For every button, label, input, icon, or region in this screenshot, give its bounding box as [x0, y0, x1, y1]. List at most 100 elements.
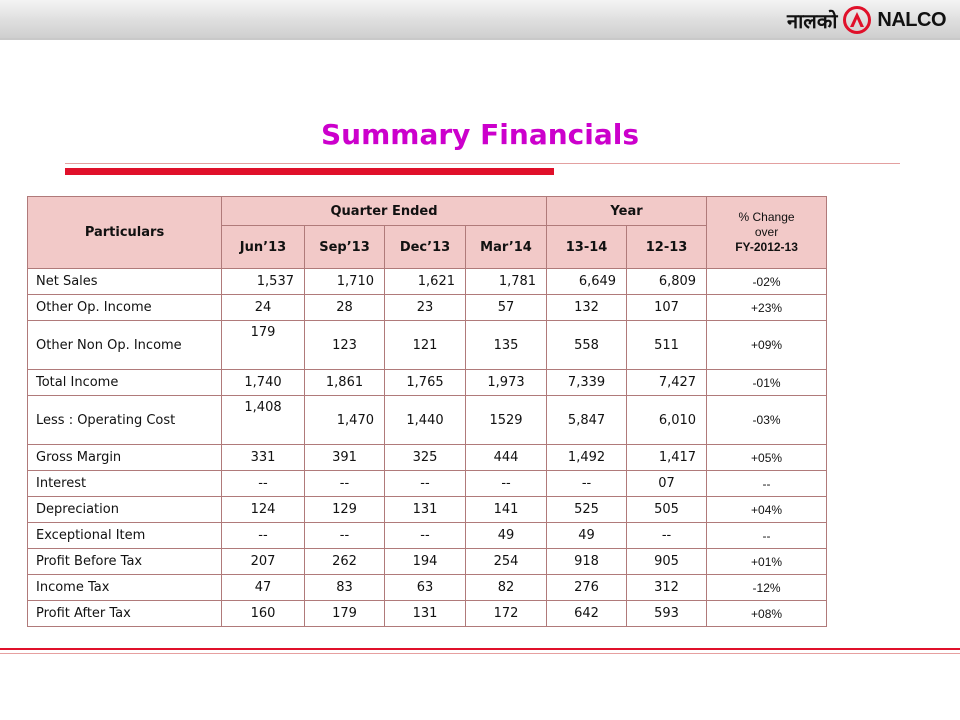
- nalco-logo: नालको NALCO: [787, 2, 946, 38]
- cell-value: --: [221, 470, 305, 497]
- cell-value: 642: [546, 600, 628, 627]
- cell-value: 47: [221, 574, 305, 601]
- cell-value: 49: [464, 522, 548, 549]
- cell-change: +08%: [706, 600, 828, 627]
- cell-value: 905: [626, 548, 708, 575]
- cell-value: 1,417: [626, 444, 708, 471]
- cell-value: 82: [464, 574, 548, 601]
- cell-value: 83: [304, 574, 385, 601]
- cell-change: -12%: [706, 574, 828, 601]
- row-label: Exceptional Item: [27, 522, 222, 549]
- cell-change: -01%: [706, 369, 828, 396]
- cell-value: 07: [626, 470, 708, 497]
- cell-value: 1,781: [464, 268, 548, 295]
- pct-change-line3: FY-2012-13: [735, 240, 798, 254]
- cell-value: 6,649: [546, 268, 628, 295]
- cell-value: 141: [464, 496, 548, 523]
- col-header-year: 12-13: [626, 225, 708, 269]
- cell-change: -03%: [706, 395, 828, 445]
- cell-value: 160: [221, 600, 305, 627]
- cell-change: +04%: [706, 496, 828, 523]
- cell-value: 121: [384, 320, 466, 370]
- col-header-quarter: Sep’13: [304, 225, 385, 269]
- cell-value: 1,973: [464, 369, 548, 396]
- cell-value: 124: [221, 496, 305, 523]
- cell-value: 207: [221, 548, 305, 575]
- cell-change: +01%: [706, 548, 828, 575]
- col-header-year: 13-14: [546, 225, 628, 269]
- cell-value: 63: [384, 574, 466, 601]
- cell-value: 5,847: [546, 395, 628, 445]
- cell-value: --: [464, 470, 548, 497]
- cell-value: 57: [464, 294, 548, 321]
- cell-value: 444: [464, 444, 548, 471]
- cell-value: --: [546, 470, 628, 497]
- table-row: Interest -- -- -- -- -- 07 --: [27, 470, 828, 497]
- table-row: Gross Margin 331 391 325 444 1,492 1,417…: [27, 444, 828, 471]
- cell-value: 1,537: [221, 268, 305, 295]
- cell-change: +05%: [706, 444, 828, 471]
- row-label: Other Non Op. Income: [27, 320, 222, 370]
- cell-value: 391: [304, 444, 385, 471]
- row-label: Other Op. Income: [27, 294, 222, 321]
- cell-value: 6,809: [626, 268, 708, 295]
- cell-change: -02%: [706, 268, 828, 295]
- cell-value: 1,861: [304, 369, 385, 396]
- cell-value: 7,427: [626, 369, 708, 396]
- table-row: Other Non Op. Income 179 123 121 135 558…: [27, 320, 828, 370]
- title-underline-thin: [65, 163, 900, 164]
- cell-value: 593: [626, 600, 708, 627]
- table-row: Income Tax 47 83 63 82 276 312 -12%: [27, 574, 828, 601]
- col-header-quarter: Dec’13: [384, 225, 466, 269]
- header-divider: [0, 38, 960, 40]
- cell-value: 505: [626, 496, 708, 523]
- cell-value: 6,010: [626, 395, 708, 445]
- cell-change: --: [706, 522, 828, 549]
- cell-change: +09%: [706, 320, 828, 370]
- cell-value: --: [384, 470, 466, 497]
- header-band: [0, 0, 960, 38]
- cell-value: 312: [626, 574, 708, 601]
- row-label: Profit Before Tax: [27, 548, 222, 575]
- row-label: Net Sales: [27, 268, 222, 295]
- title-underline-thick: [65, 168, 554, 175]
- cell-value: 132: [546, 294, 628, 321]
- cell-value: --: [384, 522, 466, 549]
- cell-value: 276: [546, 574, 628, 601]
- table-row: Profit Before Tax 207 262 194 254 918 90…: [27, 548, 828, 575]
- table-row: Profit After Tax 160 179 131 172 642 593…: [27, 600, 828, 627]
- cell-value: 1,440: [384, 395, 466, 445]
- pct-change-line1: % Change: [738, 210, 795, 224]
- cell-value: 1,621: [384, 268, 466, 295]
- cell-value: 1,765: [384, 369, 466, 396]
- cell-value: --: [304, 522, 385, 549]
- col-header-pct-change: % Change over FY-2012-13: [706, 196, 828, 269]
- cell-value: 23: [384, 294, 466, 321]
- cell-value: 131: [384, 600, 466, 627]
- logo-english-text: NALCO: [877, 8, 946, 31]
- cell-value: 135: [464, 320, 548, 370]
- cell-value: 1,740: [221, 369, 305, 396]
- cell-value: 511: [626, 320, 708, 370]
- cell-change: --: [706, 470, 828, 497]
- cell-value: --: [626, 522, 708, 549]
- table-row: Total Income 1,740 1,861 1,765 1,973 7,3…: [27, 369, 828, 396]
- cell-value: 107: [626, 294, 708, 321]
- cell-value: 172: [464, 600, 548, 627]
- col-header-quarter: Mar’14: [464, 225, 548, 269]
- cell-value: 918: [546, 548, 628, 575]
- cell-value: 558: [546, 320, 628, 370]
- col-group-quarter-ended: Quarter Ended: [220, 196, 548, 226]
- page-title: Summary Financials: [321, 118, 639, 151]
- table-row: Exceptional Item -- -- -- 49 49 -- --: [27, 522, 828, 549]
- cell-value: 179: [304, 600, 385, 627]
- cell-value: 325: [384, 444, 466, 471]
- cell-value: 1,710: [304, 268, 385, 295]
- cell-value: 262: [304, 548, 385, 575]
- row-label: Gross Margin: [27, 444, 222, 471]
- cell-value: 123: [304, 320, 385, 370]
- cell-value: 1529: [464, 395, 548, 445]
- cell-value: 331: [221, 444, 305, 471]
- cell-value: 1,470: [304, 395, 385, 445]
- row-label: Depreciation: [27, 496, 222, 523]
